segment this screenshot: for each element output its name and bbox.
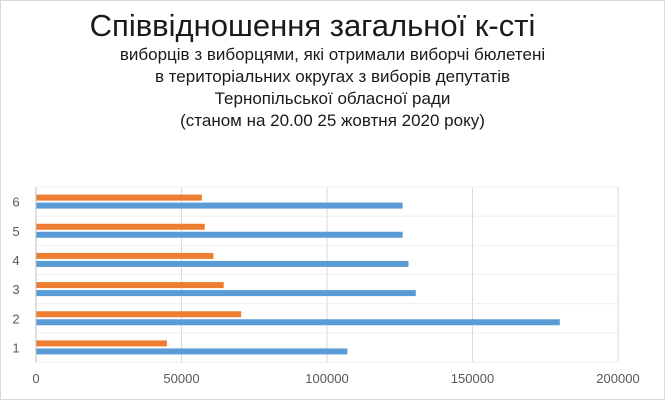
y-tick-label-3: 3 <box>12 282 19 297</box>
chart-title-block: Співвідношення загальної к-сті виборців … <box>0 8 665 132</box>
chart-title: Співвідношення загальної к-сті <box>89 8 536 43</box>
bar-series-1-cat-1 <box>36 348 348 355</box>
bar-series-1-cat-3 <box>36 290 416 297</box>
y-tick-label-6: 6 <box>12 195 19 210</box>
y-tick-label-5: 5 <box>12 224 19 239</box>
bar-series-2-cat-4 <box>36 252 214 259</box>
bar-series-2-cat-2 <box>36 311 242 318</box>
chart-subtitle-line-1: виборців з виборцями, які отримали вибор… <box>119 45 546 64</box>
bar-series-2-cat-1 <box>36 340 167 347</box>
bar-series-2-cat-5 <box>36 223 205 230</box>
y-tick-label-1: 1 <box>12 340 19 355</box>
x-tick-label-2: 100000 <box>305 371 348 386</box>
bar-series-1-cat-6 <box>36 202 403 209</box>
x-tick-label-3: 150000 <box>451 371 494 386</box>
y-tick-label-4: 4 <box>12 253 19 268</box>
bar-series-1-cat-5 <box>36 231 403 238</box>
bar-series-2-cat-3 <box>36 282 224 289</box>
chart-subtitle-line-4: (станом на 20.00 25 жовтня 2020 року) <box>180 111 485 130</box>
bar-series-1-cat-4 <box>36 260 409 267</box>
x-tick-label-0: 0 <box>32 371 39 386</box>
chart-subtitle-line-2: в територіальних округах з виборів депут… <box>154 67 511 86</box>
bar-series-1-cat-2 <box>36 319 560 326</box>
bar-series-2-cat-6 <box>36 194 202 201</box>
y-tick-label-2: 2 <box>12 311 19 326</box>
x-tick-label-1: 50000 <box>163 371 199 386</box>
x-tick-label-4: 200000 <box>596 371 639 386</box>
chart-subtitle-line-3: Тернопільської обласної ради <box>214 89 451 108</box>
